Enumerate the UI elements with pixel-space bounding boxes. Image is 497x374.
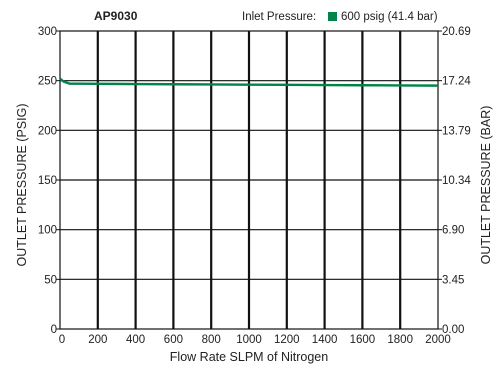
x-tick-label: 200 (88, 334, 107, 346)
y-tick-label: 250 (38, 76, 57, 88)
x-tick-label: 1200 (274, 334, 300, 346)
x-axis-title: Flow Rate SLPM of Nitrogen (170, 350, 328, 364)
x-tick-label: 1400 (312, 334, 338, 346)
x-tick-label: 0 (59, 334, 65, 346)
tick-marks (56, 30, 442, 330)
legend-series-label: 600 psig (41.4 bar) (341, 11, 438, 23)
y2-tick-label: 17.24 (442, 76, 471, 88)
x-tick-label: 1800 (387, 334, 413, 346)
tick-labels: 0 200 400 600 800 1000 1200 1400 1600 1800 2000 0 50… (38, 26, 472, 346)
y-tick-label: 200 (38, 125, 57, 137)
x-tick-label: 800 (202, 334, 221, 346)
chart-title: AP9030 (94, 9, 138, 23)
series-layer (59, 77, 439, 87)
legend: Inlet Pressure: 600 psig (41.4 bar) (242, 11, 438, 23)
y-tick-label: 300 (38, 26, 57, 38)
x-tick-label: 1000 (236, 334, 262, 346)
y2-tick-label: 3.45 (442, 274, 464, 286)
y-tick-label: 0 (51, 324, 57, 336)
x-tick-label: 1600 (350, 334, 376, 346)
y2-axis-title: OUTLET PRESSURE (BAR) (479, 106, 493, 265)
legend-title: Inlet Pressure: (242, 11, 316, 23)
grid-lines (60, 31, 438, 329)
series-line (59, 77, 439, 87)
y2-tick-label: 6.90 (442, 225, 464, 237)
y-tick-label: 150 (38, 175, 57, 187)
x-tick-label: 400 (126, 334, 145, 346)
y-axis-title: OUTLET PRESSURE (PSIG) (15, 104, 29, 267)
y-tick-label: 50 (44, 274, 57, 286)
y2-tick-label: 0.00 (442, 324, 464, 336)
x-tick-label: 2000 (425, 334, 451, 346)
y2-tick-label: 10.34 (442, 175, 471, 187)
x-tick-label: 600 (164, 334, 183, 346)
legend-swatch (328, 12, 337, 21)
y2-tick-label: 13.79 (442, 125, 471, 137)
y-tick-label: 100 (38, 225, 57, 237)
y2-tick-label: 20.69 (442, 26, 471, 38)
